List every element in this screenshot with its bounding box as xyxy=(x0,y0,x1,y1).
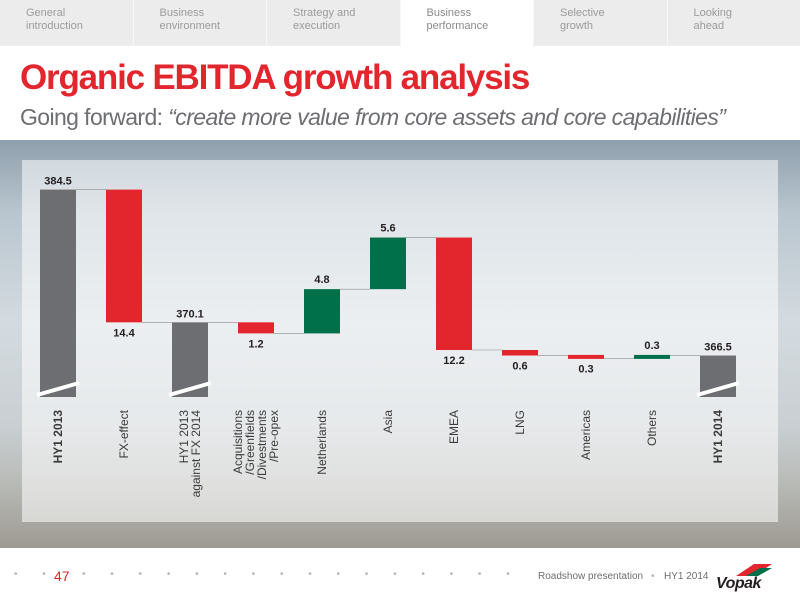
nav-tab-looking-ahead[interactable]: Looking ahead xyxy=(693,7,733,32)
category-label-line: /Divestments xyxy=(255,410,269,479)
data-label-emea: 12.2 xyxy=(443,355,464,367)
footer-presentation-title: Roadshow presentation xyxy=(538,571,644,582)
category-label-line: Acquisitions xyxy=(231,410,245,474)
category-label-line: FX-effect xyxy=(117,409,131,458)
bar-lng xyxy=(502,349,538,356)
chart-panel: 384.5 HY1 2013 14.4 FX-effect 370.1 HY1 2013 a… xyxy=(22,160,778,522)
category-label-line: /Pre-opex xyxy=(267,410,281,462)
data-label-hy1-2013: 384.5 xyxy=(44,176,72,188)
footer-dots-middle: • • • • • • • • • • • • • • • • • • • • … xyxy=(82,569,522,580)
category-label-line: against FX 2014 xyxy=(189,410,203,498)
bar-fx-effect xyxy=(106,189,142,323)
subtitle-quote: “create more value from core assets and … xyxy=(168,104,726,130)
nav-tab-general-introduction[interactable]: General introduction xyxy=(0,0,134,46)
subtitle-prefix: Going forward: xyxy=(20,104,169,130)
bar-others xyxy=(634,354,670,359)
category-label-line: HY1 2013 xyxy=(177,410,191,464)
bar-netherlands xyxy=(304,289,340,334)
category-label-line: Others xyxy=(645,410,659,446)
category-label-line: HY1 2013 xyxy=(51,410,65,464)
category-label-hy1-2013: HY1 2013 xyxy=(51,410,65,464)
vopak-logo: Vopak xyxy=(712,562,792,594)
data-label-asia: 5.6 xyxy=(380,223,395,235)
data-label-lng: 0.6 xyxy=(512,361,527,373)
data-label-acquisitions-greenfields-divestments-pre-opex: 1.2 xyxy=(248,338,263,350)
category-label-line: /Greenfields xyxy=(243,410,257,475)
axis-break-hy1-2013 xyxy=(36,381,80,397)
category-label-acquisitions-greenfields-divestments-pre-opex: Acquisitions/Greenfields/Divestments/Pre… xyxy=(231,410,281,479)
category-label-lng: LNG xyxy=(513,410,527,435)
slide-subtitle: Going forward: “create more value from c… xyxy=(20,104,726,131)
category-label-americas: Americas xyxy=(579,410,593,460)
bar-americas xyxy=(568,354,604,359)
category-label-fx-effect: FX-effect xyxy=(117,409,131,458)
category-label-line: Asia xyxy=(381,410,395,434)
axis-break-hy1-2014 xyxy=(696,381,740,397)
data-label-netherlands: 4.8 xyxy=(314,274,329,286)
logo-wordmark: Vopak xyxy=(716,575,761,592)
page-number: 47 xyxy=(54,568,70,584)
category-label-others: Others xyxy=(645,410,659,446)
bar-acquisitions-greenfields-divestments-pre-opex xyxy=(238,322,274,334)
vopak-logo-mark-icon xyxy=(736,564,772,576)
footer-separator: • xyxy=(651,571,655,582)
category-label-asia: Asia xyxy=(381,410,395,434)
data-label-americas: 0.3 xyxy=(578,363,593,375)
category-label-line: HY1 2014 xyxy=(711,410,725,464)
footer: • • 47 • • • • • • • • • • • • • • • • •… xyxy=(0,560,800,600)
nav-tab-strategy-execution[interactable]: Strategy and execution xyxy=(267,0,401,46)
top-navigation: General introduction Business environmen… xyxy=(0,0,800,48)
nav-tab-business-environment[interactable]: Business environment xyxy=(134,0,267,46)
bar-emea xyxy=(436,237,472,350)
slide-title: Organic EBITDA growth analysis xyxy=(20,58,530,97)
data-label-hy1-2013-against-fx-2014: 370.1 xyxy=(176,308,204,320)
category-label-hy1-2014: HY1 2014 xyxy=(711,410,725,464)
data-label-others: 0.3 xyxy=(644,340,659,352)
data-label-hy1-2014: 366.5 xyxy=(704,342,732,354)
bar-hy1-2013 xyxy=(40,189,76,397)
nav-tab-selective-growth[interactable]: Selective growth xyxy=(534,0,668,46)
bar-asia xyxy=(370,237,406,290)
axis-break-hy1-2013-against-fx-2014 xyxy=(168,381,212,397)
nav-tab-business-performance[interactable]: Business performance xyxy=(400,0,534,48)
footer-dots-left: • • xyxy=(14,569,57,580)
data-label-fx-effect: 14.4 xyxy=(113,327,135,339)
category-label-line: Americas xyxy=(579,410,593,460)
category-label-emea: EMEA xyxy=(447,410,461,444)
category-label-line: Netherlands xyxy=(315,410,329,475)
category-label-line: EMEA xyxy=(447,410,461,444)
footer-period: HY1 2014 xyxy=(664,571,709,582)
category-label-line: LNG xyxy=(513,410,527,435)
category-label-netherlands: Netherlands xyxy=(315,410,329,475)
